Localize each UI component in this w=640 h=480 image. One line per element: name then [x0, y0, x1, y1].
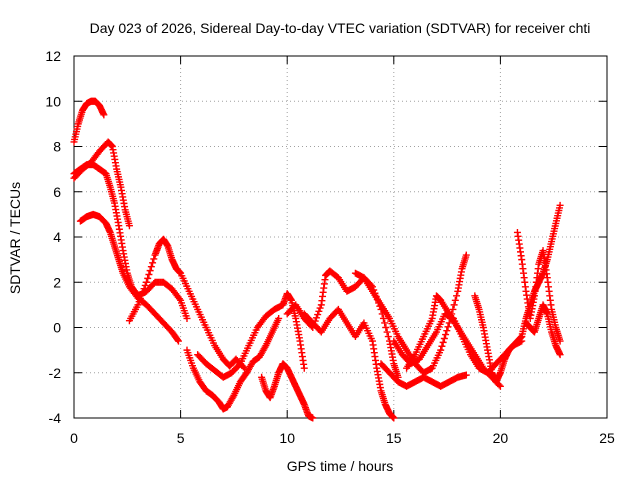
series-sat-r	[522, 301, 564, 359]
data-point	[135, 298, 143, 306]
data-point	[379, 314, 387, 322]
data-point	[309, 414, 317, 422]
data-point	[495, 381, 503, 389]
data-point	[440, 334, 448, 342]
data-point	[442, 331, 450, 339]
x-tick-label: 25	[599, 430, 615, 446]
y-tick-label: 12	[45, 48, 61, 64]
data-point	[144, 274, 152, 282]
x-tick-label: 0	[70, 430, 78, 446]
data-point	[556, 351, 564, 359]
data-point	[312, 314, 320, 322]
y-tick-label: 4	[53, 229, 61, 245]
data-point	[316, 304, 324, 312]
data-point	[445, 319, 453, 327]
series-sat-c	[70, 161, 191, 322]
data-point	[147, 263, 155, 271]
y-tick-label: 0	[53, 320, 61, 336]
data-point	[384, 333, 392, 341]
x-tick-label: 5	[177, 430, 185, 446]
data-point	[439, 338, 447, 346]
data-point	[451, 296, 459, 304]
data-point	[235, 361, 243, 369]
data-point	[381, 319, 389, 327]
data-point	[462, 251, 470, 259]
data-point	[438, 342, 446, 350]
data-point	[174, 337, 182, 345]
y-tick-label: 6	[53, 184, 61, 200]
data-point	[315, 307, 323, 315]
data-point	[183, 314, 191, 322]
y-axis-label: SDTVAR / TECUs	[7, 182, 23, 294]
data-point	[141, 281, 149, 289]
data-point	[462, 371, 470, 379]
data-point	[149, 259, 157, 267]
chart-title: Day 023 of 2026, Sidereal Day-to-day VTE…	[90, 20, 591, 36]
data-point	[174, 336, 182, 344]
x-tick-label: 10	[279, 430, 295, 446]
data-point	[556, 201, 564, 209]
data-point	[136, 294, 144, 302]
data-point	[150, 255, 158, 263]
y-tick-label: 8	[53, 139, 61, 155]
data-point	[453, 292, 461, 300]
data-point	[140, 285, 148, 293]
data-point	[450, 301, 458, 309]
data-point	[383, 328, 391, 336]
plot-frame	[73, 55, 608, 419]
data-point	[139, 288, 147, 296]
data-point	[146, 267, 154, 275]
series-sat-i	[283, 267, 402, 381]
axis-ticks: 0 5 10 15 20 25 -4 -2 0 2 4 6 8 10 12	[45, 48, 615, 446]
x-tick-label: 15	[386, 430, 402, 446]
data-point	[142, 278, 150, 286]
series-sat-l	[377, 360, 470, 390]
data-point	[496, 382, 504, 390]
data-point	[437, 346, 445, 354]
data-point	[145, 270, 153, 278]
data-point	[300, 364, 308, 372]
series-sat-n	[403, 292, 504, 390]
series-sat-k	[351, 251, 470, 377]
series-sat-j	[300, 305, 398, 422]
series-sat-g	[194, 290, 308, 381]
y-tick-label: 2	[53, 274, 61, 290]
data-point	[125, 222, 133, 230]
y-tick-label: -4	[49, 410, 62, 426]
data-point	[382, 324, 390, 331]
y-tick-label: 10	[45, 93, 61, 109]
data-series	[70, 97, 564, 422]
grid-lines	[74, 56, 607, 418]
data-point	[138, 291, 146, 299]
data-point	[175, 295, 183, 303]
series-sat-a	[70, 97, 108, 146]
x-axis-label: GPS time / hours	[287, 458, 394, 474]
data-point	[390, 414, 398, 422]
y-tick-label: -2	[49, 365, 62, 381]
data-point	[134, 301, 142, 309]
series-sat-h	[258, 360, 317, 422]
data-point	[443, 327, 451, 335]
series-sat-q	[518, 201, 564, 341]
series-sat-f	[183, 314, 283, 413]
data-point	[229, 393, 237, 401]
data-point	[314, 311, 322, 319]
data-point	[261, 343, 269, 351]
data-point	[100, 111, 108, 119]
data-point	[444, 323, 452, 331]
data-point	[275, 314, 283, 322]
data-point	[449, 305, 457, 313]
x-tick-label: 20	[493, 430, 509, 446]
